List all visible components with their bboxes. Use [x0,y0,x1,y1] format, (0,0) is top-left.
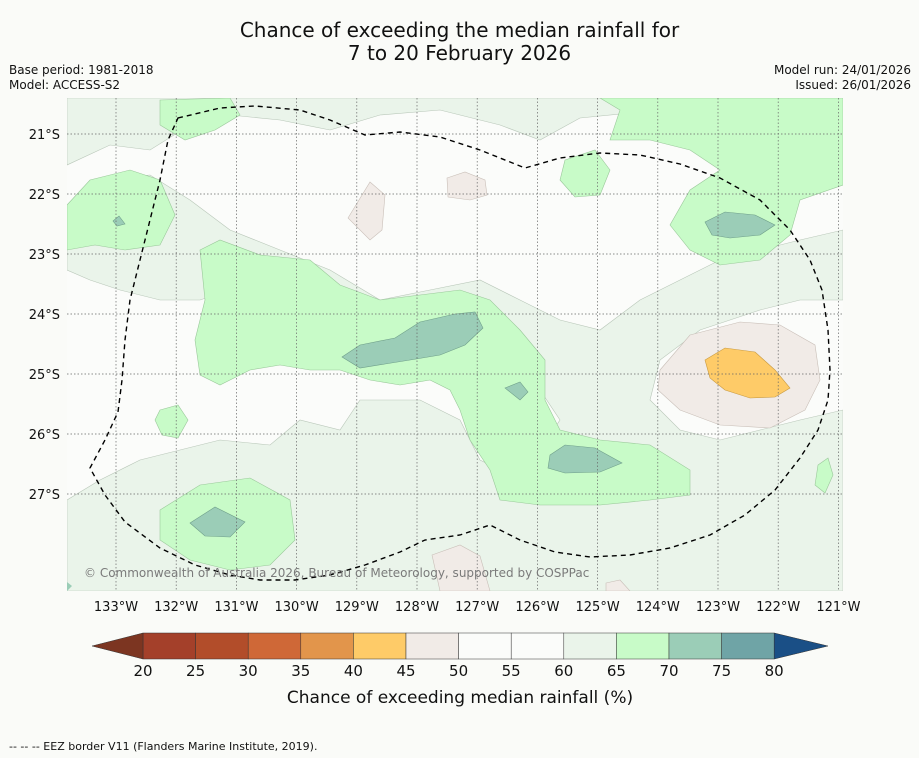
lon-labels: 133°W 132°W 131°W 130°W 129°W 128°W 127°W 126°W… [94,600,861,615]
colorbar-tick: 45 [396,662,415,680]
meta-left: Base period: 1981-2018 Model: ACCESS-S2 [9,63,154,93]
contour-65-70-east [704,211,776,239]
colorbar-tick: 25 [186,662,205,680]
colorbar-tick: 35 [291,662,310,680]
colorbar-tick: 70 [659,662,678,680]
lon-label: 129°W [335,600,379,615]
colorbar-tick: 60 [554,662,573,680]
lon-label: 122°W [756,600,800,615]
lat-label: 22°S [29,188,60,203]
lon-label: 131°W [214,600,258,615]
map-title-line1: Chance of exceeding the median rainfall … [239,18,680,42]
contour-45-50-nw [347,181,386,241]
colorbar-tick: 80 [765,662,784,680]
lat-label: 27°S [29,488,60,503]
eez-footnote: -- -- -- EEZ border V11 (Flanders Marine… [9,740,318,753]
base-period: Base period: 1981-2018 [9,63,154,77]
colorbar-tick: 50 [449,662,468,680]
contour-45-50-south [431,544,491,591]
colorbar-tick: 30 [239,662,258,680]
colorbar-under-arrow [91,632,144,660]
lon-label: 124°W [636,600,680,615]
map-title-line2: 7 to 20 February 2026 [347,41,572,65]
lat-label: 25°S [29,368,60,383]
colorbar-tick: 75 [712,662,731,680]
map-credit: © Commonwealth of Australia 2026, Bureau… [84,566,589,580]
contour-fills [67,98,843,591]
colorbar-label: Chance of exceeding median rainfall (%) [287,688,633,708]
colorbar-segment [353,632,407,660]
colorbar-segment [142,632,196,660]
lat-labels: 21°S 22°S 23°S 24°S 25°S 26°S 27°S [29,128,60,503]
colorbar-segment [195,632,249,660]
colorbar-segment [458,632,512,660]
issued-date: Issued: 26/01/2026 [795,78,911,92]
colorbar-segment [616,632,670,660]
colorbar-segment [405,632,459,660]
colorbar-segment [300,632,354,660]
model-name: Model: ACCESS-S2 [9,78,121,92]
contour-65-70-central [341,311,484,369]
colorbar-segment [510,632,565,660]
lon-label: 130°W [275,600,319,615]
lon-label: 125°W [576,600,620,615]
rainfall-map: © Commonwealth of Australia 2026, Bureau… [29,98,861,615]
meta-right: Model run: 24/01/2026 Issued: 26/01/2026 [774,63,911,93]
model-run: Model run: 24/01/2026 [773,63,911,77]
contour-60-65-central [194,239,691,506]
contour-45-50-se [605,579,631,591]
colorbar-segment [721,632,775,660]
lat-label: 26°S [29,428,60,443]
colorbar-segment [668,632,722,660]
contour-35-40-east [704,347,791,399]
colorbar: 20 25 30 35 40 45 50 55 60 65 70 75 80 Chance of exc… [91,632,829,708]
lon-label: 121°W [816,600,860,615]
graticule [67,98,843,591]
lon-label: 123°W [696,600,740,615]
lon-label: 132°W [154,600,198,615]
colorbar-segment [563,632,617,660]
contour-60-65-se-blob [814,457,834,494]
colorbar-tick: 20 [133,662,152,680]
lat-label: 24°S [29,308,60,323]
lon-label: 133°W [94,600,138,615]
lon-label: 128°W [395,600,439,615]
lat-label: 21°S [29,128,60,143]
contour-60-65-east-north [599,98,843,266]
contour-65-70-small [504,381,529,401]
eez-border [89,105,831,581]
contour-60-65-nw [159,98,241,141]
lat-label: 23°S [29,248,60,263]
contour-65-70-south [547,444,623,474]
colorbar-tick: 65 [607,662,626,680]
colorbar-over-arrow [773,632,829,660]
contour-60-65-corner [67,582,72,591]
lon-label: 127°W [455,600,499,615]
colorbar-tick: 55 [502,662,521,680]
contour-65-70-sw [189,506,246,538]
colorbar-segment [247,632,302,660]
contour-60-65-blob-b [154,404,189,439]
colorbar-tick: 40 [344,662,363,680]
lon-label: 126°W [515,600,559,615]
